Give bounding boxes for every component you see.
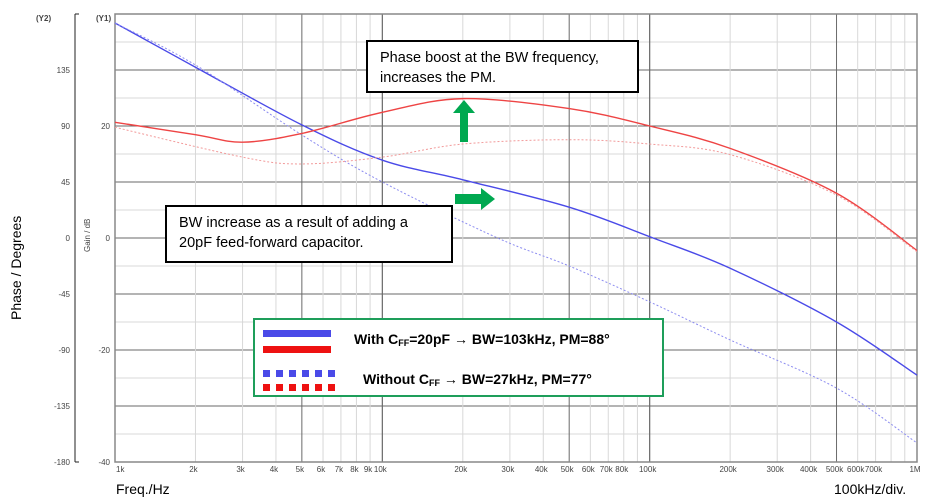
legend-text: Without C [363, 371, 429, 387]
y2-tag: (Y2) [36, 14, 51, 23]
x-tick-label: 80k [615, 465, 629, 474]
x-tick-label: 20k [454, 465, 468, 474]
legend-swatch-red-dotted [263, 384, 335, 391]
legend-text: =20pF → BW=103kHz, PM=88° [409, 331, 610, 347]
annotation-line: Phase boost at the BW frequency, [380, 50, 599, 66]
annotation-bw-increase: BW increase as a result of adding a 20pF… [165, 205, 453, 263]
x-tick-label: 60k [582, 465, 596, 474]
legend-swatch-blue-dotted [263, 370, 335, 377]
annotation-line: 20pF feed-forward capacitor. [179, 235, 364, 251]
x-tick-label: 7k [335, 465, 344, 474]
x-tick-label: 600k [847, 465, 865, 474]
annotation-line: BW increase as a result of adding a [179, 215, 408, 231]
legend-subscript: FF [428, 378, 440, 388]
annotation-arrows [453, 100, 495, 210]
x-scale-label: 100kHz/div. [834, 481, 906, 497]
legend-entry-without-cff: Without CFF → BW=27kHz, PM=77° [363, 371, 592, 388]
y2-tick-label: -90 [58, 346, 70, 355]
x-tick-label: 3k [236, 465, 245, 474]
x-axis-label: Freq./Hz [116, 481, 170, 497]
legend-entry-with-cff: With CFF=20pF → BW=103kHz, PM=88° [354, 331, 610, 348]
x-tick-label: 300k [767, 465, 785, 474]
x-tick-label: 6k [317, 465, 326, 474]
x-tick-label: 1M [909, 465, 920, 474]
series-1-gain-dotted [114, 22, 918, 444]
legend-text: → BW=27kHz, PM=77° [439, 371, 592, 387]
legend: With CFF=20pF → BW=103kHz, PM=88° Withou… [253, 318, 664, 397]
x-tick-label: 8k [350, 465, 359, 474]
y2-tick-label: -180 [54, 458, 71, 467]
x-tick-label: 50k [561, 465, 575, 474]
annotation-line: increases the PM. [380, 70, 497, 86]
x-tick-label: 1k [116, 465, 125, 474]
y2-tick-label: 135 [57, 66, 71, 75]
series-3-phase-dotted [114, 126, 918, 253]
y1-tick-label: 20 [101, 122, 110, 131]
x-tick-label: 30k [501, 465, 515, 474]
plot-frame [114, 13, 918, 463]
x-tick-label: 70k [600, 465, 614, 474]
series-0-gain-solid [114, 22, 918, 376]
x-tick-label: 9k [364, 465, 373, 474]
x-tick-label: 10k [374, 465, 388, 474]
annotation-phase-boost: Phase boost at the BW frequency, increas… [366, 40, 639, 93]
x-tick-label: 4k [270, 465, 279, 474]
x-tick-label: 2k [189, 465, 198, 474]
x-tick-label: 200k [719, 465, 737, 474]
y2-tick-label: 90 [61, 122, 70, 131]
y2-tick-label: -135 [54, 402, 71, 411]
x-tick-label: 100k [639, 465, 657, 474]
arrow-right-icon [455, 188, 495, 210]
y1-axis-label: Gain / dB [83, 219, 92, 252]
axes: 1k 2k 3k 4k 5k 6k 7k 8k 9k 10k 20k 30k 40k 50k 60k 70k 8… [54, 13, 921, 474]
y2-tick-label: 45 [61, 178, 70, 187]
x-tick-label: 400k [800, 465, 818, 474]
curves [114, 22, 918, 444]
series-2-phase-solid [114, 97, 918, 252]
x-tick-label: 40k [535, 465, 549, 474]
y1-tick-label: 0 [106, 234, 111, 243]
legend-subscript: FF [398, 338, 410, 348]
y2-axis-label: Phase / Degrees [8, 216, 24, 320]
y1-tick-label: -40 [98, 458, 110, 467]
y2-tick-label: 0 [66, 234, 71, 243]
y2-tick-label: -45 [58, 290, 70, 299]
y1-tick-label: -20 [98, 346, 110, 355]
y1-tag: (Y1) [96, 14, 111, 23]
arrow-up-icon [453, 100, 475, 142]
x-tick-label: 5k [296, 465, 305, 474]
x-tick-label: 700k [865, 465, 883, 474]
legend-swatch-blue-solid [263, 330, 331, 337]
legend-swatch-red-solid [263, 346, 331, 353]
legend-text: With C [354, 331, 399, 347]
x-tick-label: 500k [826, 465, 844, 474]
